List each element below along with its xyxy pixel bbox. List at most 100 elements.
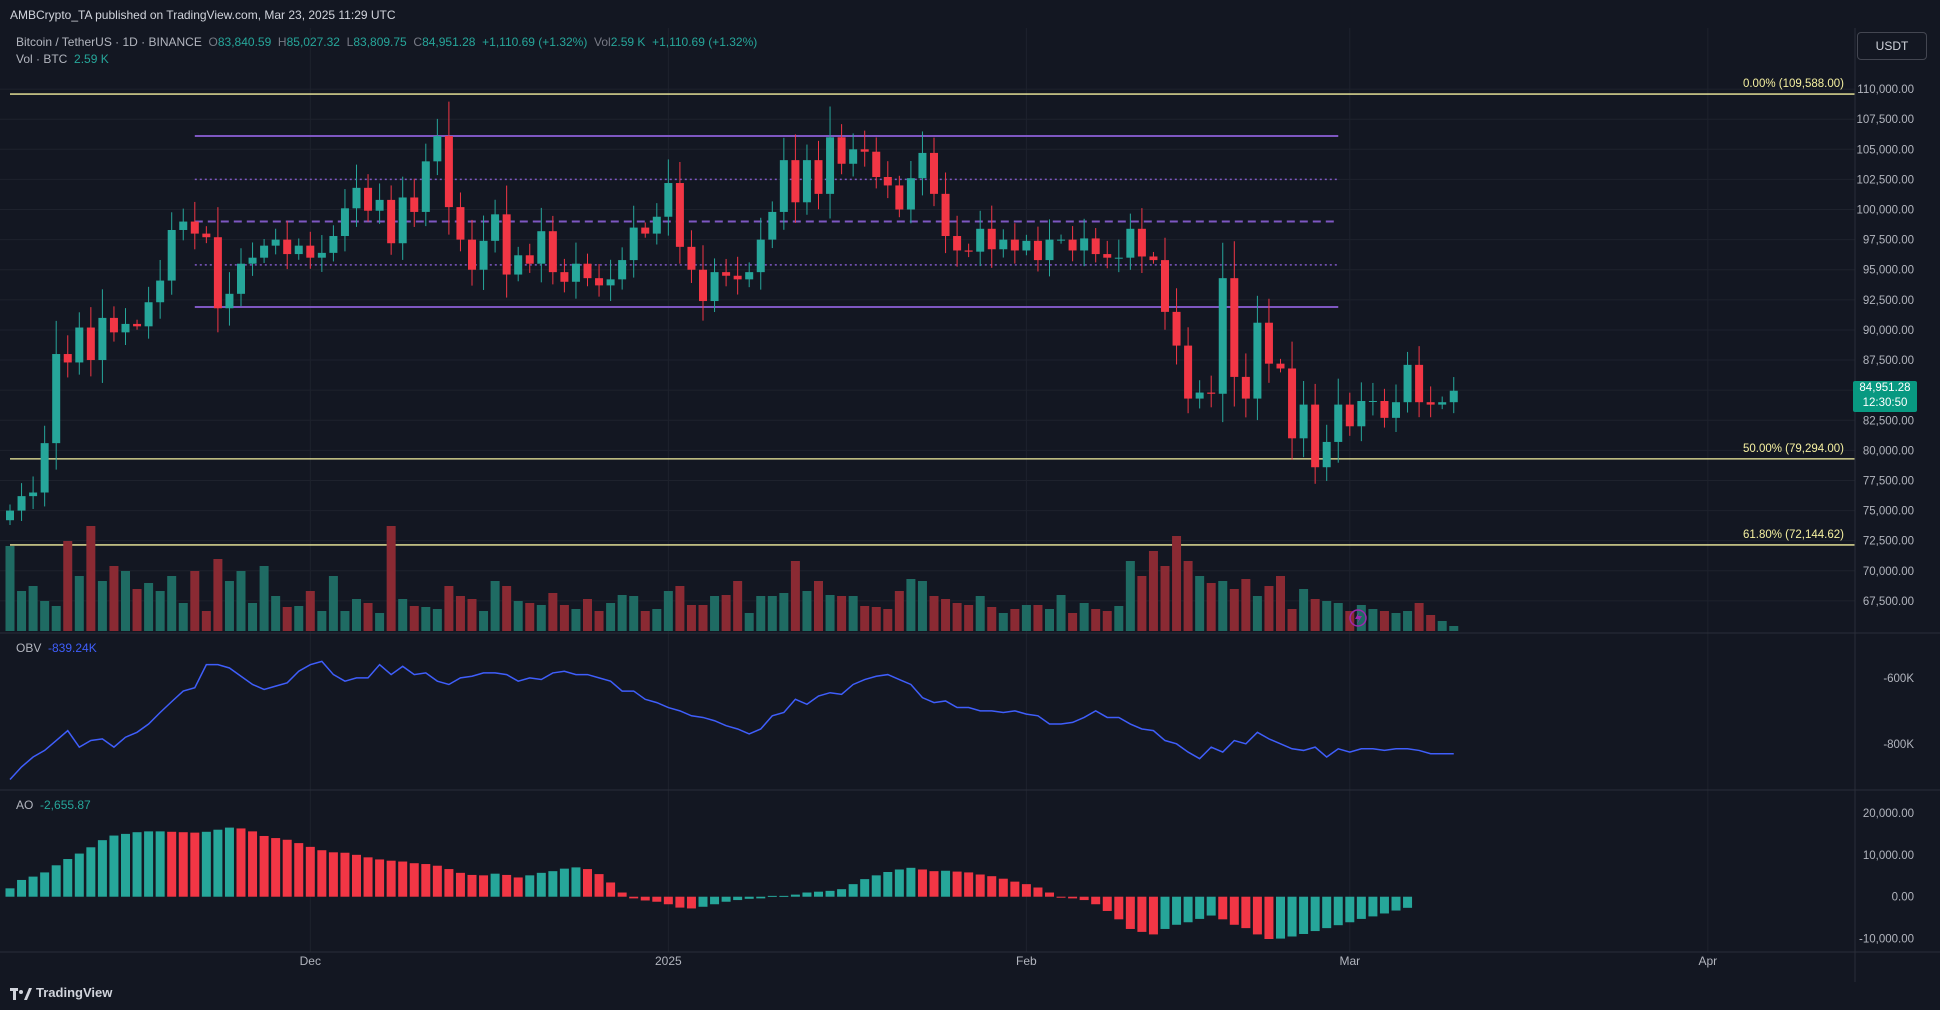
ao-bar xyxy=(871,875,881,897)
ao-bar xyxy=(1125,896,1135,929)
volume-bar xyxy=(375,613,385,631)
candle-body xyxy=(1288,368,1297,439)
ao-bar xyxy=(109,835,119,897)
candle xyxy=(595,264,604,297)
candle-body xyxy=(1172,311,1181,346)
candle xyxy=(398,176,407,260)
ao-legend[interactable]: AO -2,655.87 xyxy=(16,798,91,812)
candle xyxy=(410,178,419,227)
ao-bar xyxy=(467,874,477,897)
candle-body xyxy=(1114,257,1123,259)
ao-bar xyxy=(606,882,616,897)
volume-bar xyxy=(190,571,200,631)
ao-bar xyxy=(559,868,569,897)
volume-bar xyxy=(167,576,177,631)
volume-bar xyxy=(1252,596,1262,631)
price-tick-label: 100,000.00 xyxy=(1856,205,1914,217)
open-label: O xyxy=(208,35,218,49)
volume-bar xyxy=(317,611,327,631)
ao-bar xyxy=(74,853,84,897)
volume-bar xyxy=(409,606,419,631)
ao-bar xyxy=(479,875,489,897)
ao-bar xyxy=(1079,896,1089,901)
candle-body xyxy=(779,160,788,212)
candlesticks[interactable] xyxy=(6,101,1458,526)
candle xyxy=(433,118,442,176)
candle xyxy=(1230,241,1239,407)
last-price-tag: 84,951.28 12:30:50 xyxy=(1853,381,1917,412)
candle-body xyxy=(121,323,130,333)
volume-bar xyxy=(1137,576,1147,631)
volume-bar xyxy=(1195,576,1205,631)
volume-bar xyxy=(1449,626,1459,631)
ao-bar xyxy=(305,846,315,897)
candle xyxy=(1126,213,1135,270)
candle-body xyxy=(17,496,26,511)
volume-bar xyxy=(109,566,119,631)
volume-bar xyxy=(421,607,431,631)
volume-bar xyxy=(28,586,38,631)
ao-bar xyxy=(1114,896,1124,920)
ao-bar xyxy=(1287,896,1297,937)
candle-body xyxy=(1241,376,1250,399)
vol-btc-label[interactable]: Vol · BTC xyxy=(16,52,68,66)
obv-legend[interactable]: OBV -839.24K xyxy=(16,641,97,655)
volume-bar xyxy=(1172,536,1182,631)
chart-canvas[interactable]: 0.00% (109,588.00) 50.00% (79,294.00) 61.8… xyxy=(0,28,1940,982)
candle xyxy=(1149,251,1158,264)
ao-bar xyxy=(1345,896,1355,923)
candle-body xyxy=(306,245,315,258)
candle xyxy=(1057,234,1066,244)
tradingview-logo[interactable]: TradingView xyxy=(10,985,112,1000)
volume-bar xyxy=(721,595,731,631)
ao-bar xyxy=(594,874,604,897)
ao-bar xyxy=(155,831,165,897)
candle-body xyxy=(1415,364,1424,403)
candle-body xyxy=(40,443,49,493)
volume-bar xyxy=(1102,611,1112,631)
candle-body xyxy=(1368,400,1377,402)
volume-bar xyxy=(883,609,893,631)
symbol-legend: Bitcoin / TetherUS · 1D · BINANCE O83,84… xyxy=(16,34,757,68)
candle xyxy=(6,504,14,526)
alert-icon[interactable] xyxy=(1349,609,1367,627)
candle xyxy=(1172,288,1181,365)
volume-bar xyxy=(1218,581,1228,631)
price-axis[interactable]: 67,500.00 70,000.00 72,500.00 75,000.00 77,5… xyxy=(1856,84,1914,946)
volume-bar xyxy=(432,609,442,631)
candle xyxy=(514,246,523,282)
candle-body xyxy=(1137,228,1146,257)
candle xyxy=(63,335,72,378)
volume-bar xyxy=(733,581,743,631)
ao-bar xyxy=(998,878,1008,897)
ao-bar xyxy=(663,896,673,905)
ao-bar xyxy=(1333,896,1343,926)
candle xyxy=(1357,382,1366,442)
time-tick-label: Mar xyxy=(1339,954,1360,968)
candle-body xyxy=(1149,256,1158,261)
ao-bar xyxy=(1264,896,1274,940)
candle xyxy=(675,162,684,264)
symbol-name[interactable]: Bitcoin / TetherUS · 1D · BINANCE xyxy=(16,35,202,49)
volume-bar xyxy=(837,596,847,631)
candle xyxy=(756,217,765,290)
candle-body xyxy=(1403,364,1412,403)
candle-body xyxy=(1311,404,1320,468)
price-change: +1,110.69 (+1.32%) xyxy=(482,35,588,49)
candle-body xyxy=(1334,404,1343,442)
volume-bar xyxy=(629,596,639,631)
candle-body xyxy=(202,233,211,238)
time-axis[interactable]: Dec2025FebMarAprMay xyxy=(300,954,1940,968)
ao-bar xyxy=(1148,896,1158,935)
volume-bar xyxy=(675,586,685,631)
candle-body xyxy=(433,136,442,162)
price-tick-label: 70,000.00 xyxy=(1863,566,1914,578)
vol-btc-value: 2.59 K xyxy=(74,52,109,66)
ao-bar xyxy=(1102,896,1112,911)
ao-bar xyxy=(1229,896,1239,925)
currency-button[interactable]: USDT xyxy=(1857,32,1927,60)
volume-bar xyxy=(1229,589,1239,631)
volume-bar xyxy=(975,596,985,631)
candle-body xyxy=(491,214,500,241)
volume-bar xyxy=(513,601,523,631)
